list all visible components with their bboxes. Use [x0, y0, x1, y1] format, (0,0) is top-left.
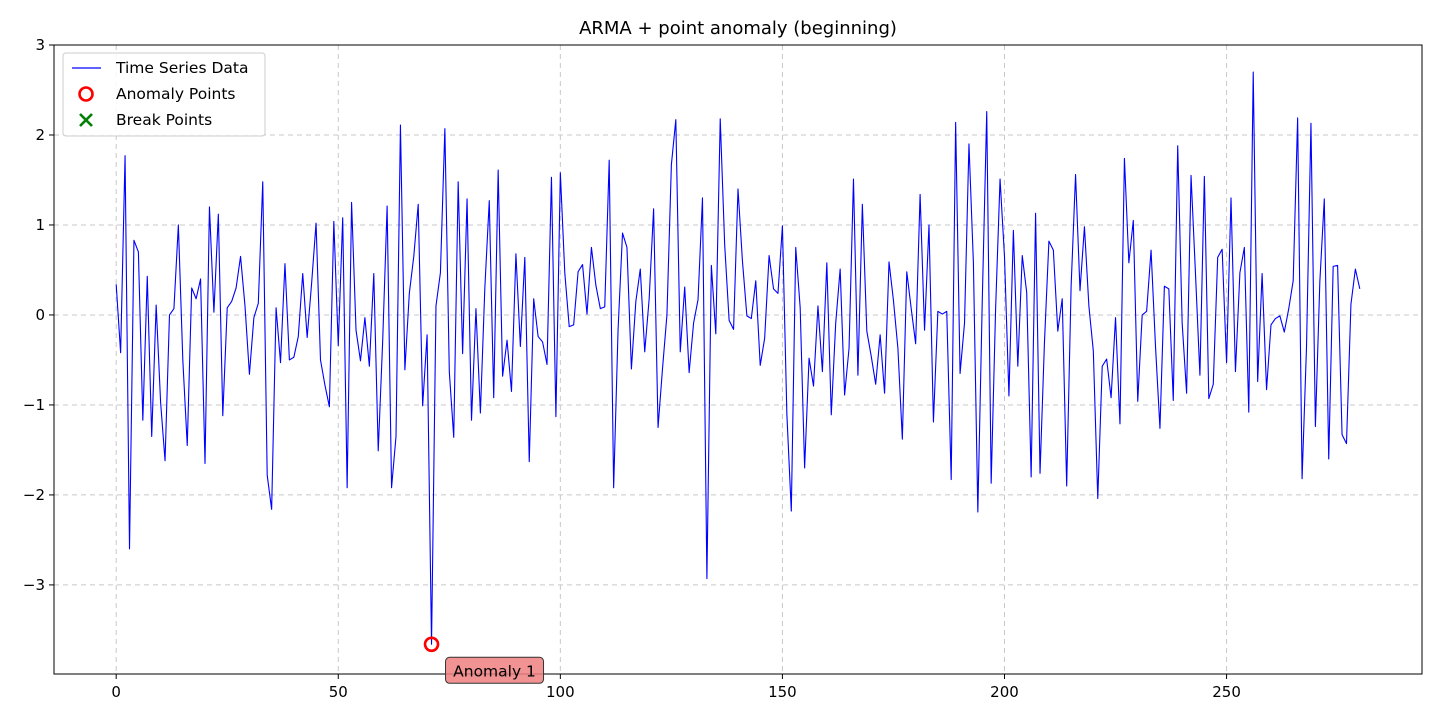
legend-box	[62, 52, 266, 137]
x-tick-label: 100	[546, 683, 575, 701]
x-tick-label: 150	[768, 683, 797, 701]
annotation-layer: Anomaly 1	[445, 656, 545, 684]
x-tick-label: 200	[990, 683, 1019, 701]
plot-frame	[53, 44, 1423, 675]
x-tick-label: 50	[329, 683, 348, 701]
y-tick-label: 0	[35, 306, 45, 324]
annotation: Anomaly 1	[445, 656, 545, 684]
axis-ticks: 0 50 100 150 200 250 −3 −2 −1 0 1 2 3	[23, 36, 1241, 701]
x-tick-label: 0	[111, 683, 121, 701]
annotation-label: Anomaly 1	[453, 662, 536, 680]
y-tick-label: −2	[23, 486, 45, 504]
legend-item: Time Series Data	[72, 59, 248, 77]
anomaly-point	[423, 636, 440, 653]
anomaly-layer	[423, 636, 440, 653]
legend-label: Time Series Data	[115, 59, 248, 77]
annotation-box	[445, 656, 545, 684]
series-line	[115, 71, 1361, 645]
y-tick-label: 3	[35, 36, 45, 54]
y-tick-label: −3	[23, 576, 45, 594]
y-tick-label: 2	[35, 126, 45, 144]
legend-label: Break Points	[116, 111, 212, 129]
grid	[54, 44, 1422, 674]
legend-x-swatch	[79, 113, 93, 127]
legend-label: Anomaly Points	[116, 85, 235, 103]
legend-circle-swatch	[78, 86, 94, 102]
y-tick-label: −1	[23, 396, 45, 414]
legend-item: Break Points	[79, 111, 212, 129]
chart-title: ARMA + point anomaly (beginning)	[579, 18, 897, 39]
x-tick-label: 250	[1212, 683, 1241, 701]
y-tick-label: 1	[35, 216, 45, 234]
legend: Time Series Data Anomaly Points Break Poin…	[62, 52, 266, 137]
series-layer	[115, 71, 1361, 645]
legend-item: Anomaly Points	[78, 85, 235, 103]
